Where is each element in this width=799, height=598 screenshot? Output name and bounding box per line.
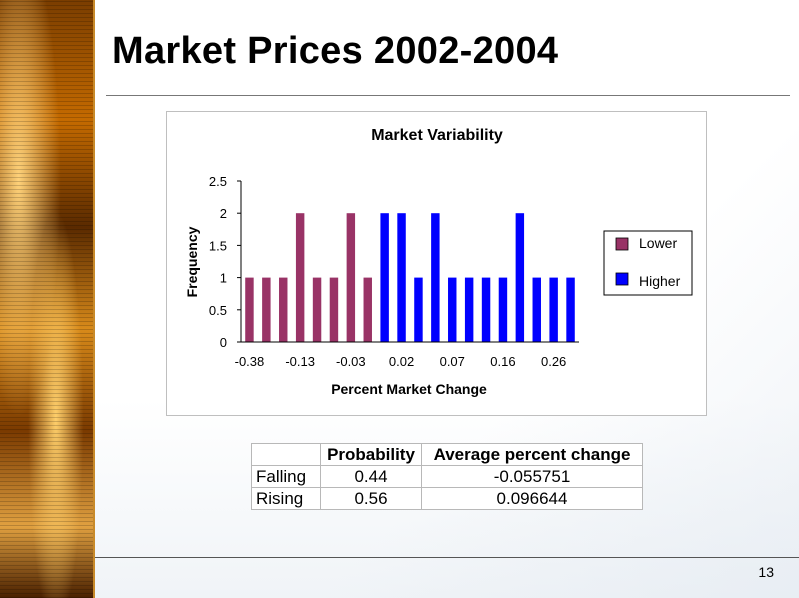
x-tick-label: 0.26 [541, 354, 566, 369]
bar-higher [481, 277, 491, 342]
bar-lower [363, 277, 372, 342]
bar-lower [329, 277, 339, 342]
table-cell: Rising [251, 487, 321, 510]
chart-legend: Lower Higher [603, 230, 693, 296]
x-tick-label: 0.07 [440, 354, 465, 369]
bar-higher [498, 277, 508, 342]
bar-higher [397, 213, 406, 342]
probability-table: Probability Average percent change Falli… [251, 443, 643, 510]
page-number: 13 [758, 564, 774, 580]
table-cell: -0.055751 [421, 465, 643, 488]
bar-higher [532, 277, 541, 342]
table-header-cell: Average percent change [421, 443, 643, 466]
title-underline [106, 95, 790, 96]
x-tick-label: 0.16 [490, 354, 515, 369]
bar-lower [245, 277, 254, 342]
legend-label-lower: Lower [639, 235, 677, 251]
bar-lower [279, 277, 288, 342]
bar-higher [464, 277, 474, 342]
y-tick-label: 1.5 [209, 238, 227, 253]
decorative-sidebar-image [0, 0, 93, 598]
bar-higher [448, 277, 457, 342]
y-tick-label: 1 [220, 271, 227, 286]
slide-title: Market Prices 2002-2004 [112, 30, 559, 72]
table-cell: 0.56 [320, 487, 422, 510]
sidebar-divider [93, 0, 95, 598]
legend-label-higher: Higher [639, 273, 681, 289]
chart-area: Market Variability 0 0.5 1 1.5 2 2.5 -0.38 -0.… [166, 111, 707, 416]
table-cell: 0.44 [320, 465, 422, 488]
bar-higher [549, 277, 558, 342]
table-row: Rising 0.56 0.096644 [251, 487, 643, 510]
table-cell: 0.096644 [421, 487, 643, 510]
bar-lower [295, 213, 305, 342]
table-cell: Falling [251, 465, 321, 488]
bar-lower [346, 213, 356, 342]
footer-divider [95, 557, 799, 558]
y-tick-label: 0 [220, 335, 227, 350]
x-tick-label: -0.13 [285, 354, 315, 369]
bar-lower [262, 277, 271, 342]
market-variability-chart: Market Variability 0 0.5 1 1.5 2 2.5 -0.38 -0.… [184, 127, 693, 397]
x-tick-label: -0.03 [336, 354, 366, 369]
table-header-cell [251, 443, 321, 466]
legend-swatch-higher [615, 272, 629, 286]
legend-swatch-lower [615, 237, 629, 251]
y-tick-label: 2 [220, 206, 227, 221]
table-header-row: Probability Average percent change [251, 443, 643, 466]
table-row: Falling 0.44 -0.055751 [251, 465, 643, 488]
bar-lower [312, 277, 322, 342]
y-axis-label: Frequency [184, 226, 200, 297]
y-tick-label: 2.5 [209, 174, 227, 189]
x-tick-label: 0.02 [389, 354, 414, 369]
chart-title: Market Variability [371, 127, 503, 144]
x-axis-label: Percent Market Change [331, 381, 487, 397]
y-tick-label: 0.5 [209, 303, 227, 318]
bar-higher [566, 277, 575, 342]
bar-higher [515, 213, 525, 342]
x-tick-label: -0.38 [235, 354, 265, 369]
table-header-cell: Probability [320, 443, 422, 466]
bar-higher [380, 213, 389, 342]
bar-higher [414, 277, 423, 342]
bar-higher [431, 213, 440, 342]
